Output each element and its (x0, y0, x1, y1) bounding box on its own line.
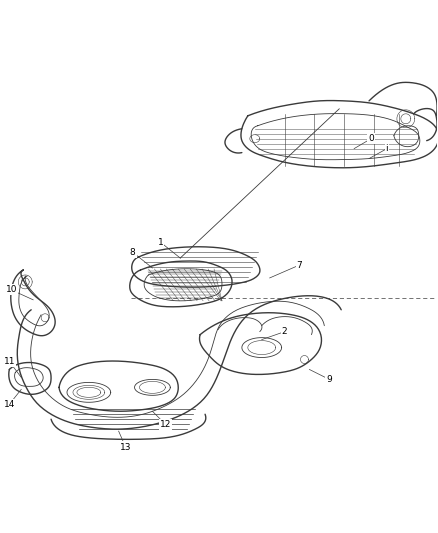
Text: i: i (385, 144, 388, 153)
Text: 1: 1 (158, 238, 163, 247)
Text: 7: 7 (297, 261, 302, 270)
Text: 8: 8 (130, 247, 135, 256)
Text: 11: 11 (4, 357, 15, 366)
Text: 10: 10 (6, 285, 17, 294)
Text: 12: 12 (160, 419, 171, 429)
Text: 14: 14 (4, 400, 15, 409)
Text: 2: 2 (282, 327, 287, 336)
Text: 13: 13 (120, 442, 131, 451)
Text: 0: 0 (368, 134, 374, 143)
Text: 9: 9 (326, 375, 332, 384)
